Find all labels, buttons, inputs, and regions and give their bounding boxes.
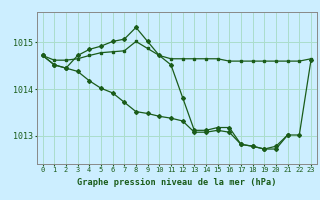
X-axis label: Graphe pression niveau de la mer (hPa): Graphe pression niveau de la mer (hPa) <box>77 178 276 187</box>
